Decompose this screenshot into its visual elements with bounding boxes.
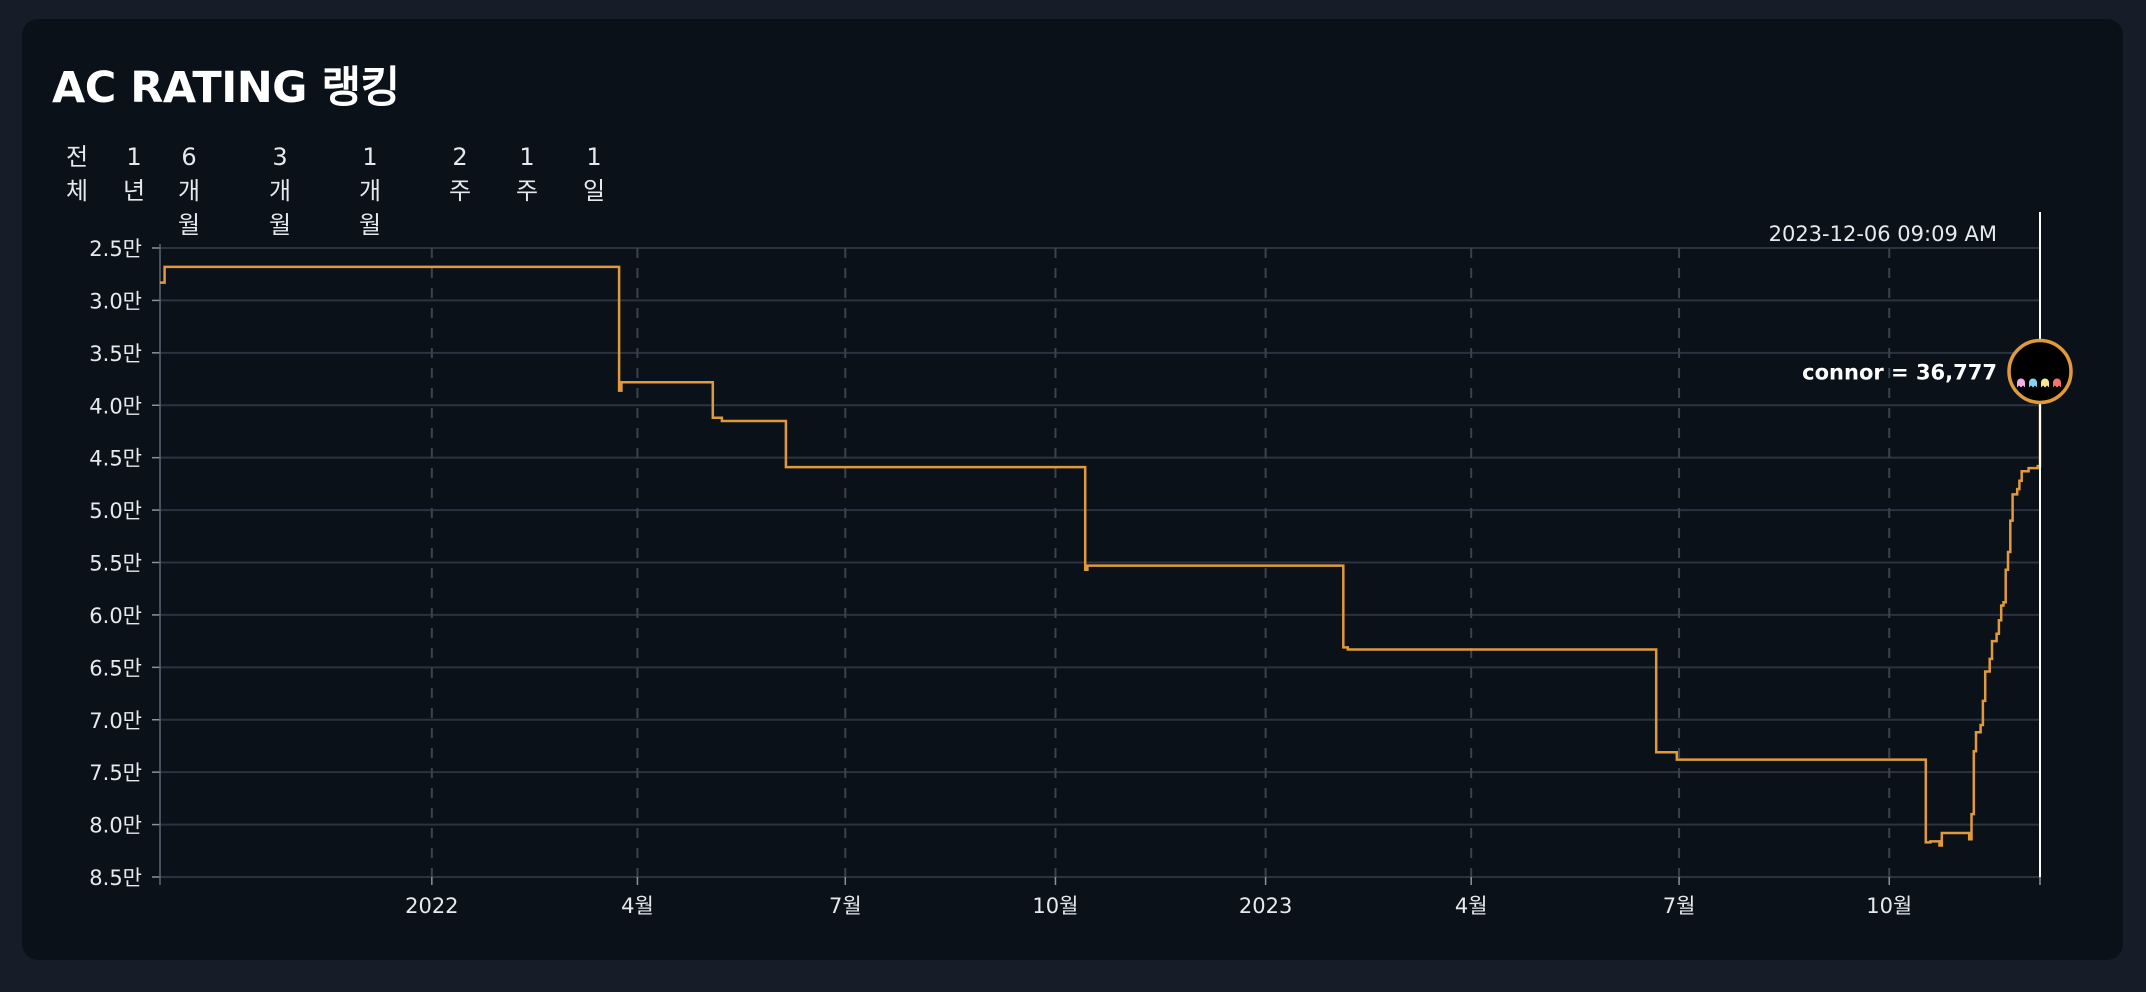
x-tick-label: 10월: [1866, 894, 1912, 918]
hover-overlay: 2023-12-06 09:09 AM connor = 36,777: [1769, 212, 2073, 877]
x-tick-label: 7월: [1663, 894, 1696, 918]
ghost-icon: [2041, 378, 2049, 388]
x-tick-label: 4월: [1455, 894, 1488, 918]
y-tick-label: 4.0만: [89, 394, 142, 418]
y-tick-label: 5.0만: [89, 499, 142, 523]
y-tick-label: 2.5만: [89, 237, 142, 261]
avatar-ring: [2007, 338, 2073, 405]
x-tick-label: 7월: [829, 894, 862, 918]
range-button-1w[interactable]: 1주: [512, 140, 542, 208]
range-button-1m[interactable]: 1개월: [355, 140, 385, 242]
range-button-1y[interactable]: 1년: [119, 140, 149, 208]
range-button-3m[interactable]: 3개월: [265, 140, 295, 242]
rating-card: AC RATING 랭킹 전체 1년 6개월 3개월 1개월 2주 1주 1일: [22, 19, 2123, 960]
chart-grid: [160, 247, 2040, 878]
x-tick-label: 2022: [405, 894, 458, 918]
y-tick-label: 5.5만: [89, 552, 142, 576]
series-line: [160, 265, 2042, 847]
hover-date-label: 2023-12-06 09:09 AM: [1769, 222, 1997, 246]
y-tick-label: 3.5만: [89, 342, 142, 366]
ghost-icon: [2017, 378, 2025, 388]
range-button-all[interactable]: 전체: [62, 140, 92, 208]
y-tick-label: 8.0만: [89, 814, 142, 838]
page-title: AC RATING 랭킹: [52, 63, 400, 113]
ghost-icon: [2029, 378, 2037, 388]
y-axis: 2.5만 3.0만 3.5만 4.0만 4.5만 5.0만 5.5만 6.0만 6.5만 7.0만…: [89, 237, 161, 890]
x-tick-label: 4월: [621, 894, 654, 918]
y-tick-label: 8.5만: [89, 866, 142, 890]
user-avatar[interactable]: [2007, 338, 2073, 405]
x-axis: 2022 4월 7월 10월 2023 4월 7월 10월: [405, 877, 2041, 918]
chart-series: [160, 265, 2042, 847]
y-tick-label: 6.5만: [89, 656, 142, 680]
y-tick-label: 3.0만: [89, 289, 142, 313]
x-tick-label: 10월: [1032, 894, 1078, 918]
y-tick-label: 7.5만: [89, 761, 142, 785]
ghost-icon: [2053, 378, 2061, 388]
range-button-6m[interactable]: 6개월: [174, 140, 204, 242]
y-tick-label: 6.0만: [89, 604, 142, 628]
x-tick-label: 2023: [1239, 894, 1292, 918]
range-button-1d[interactable]: 1일: [579, 140, 609, 208]
y-tick-label: 7.0만: [89, 709, 142, 733]
hover-value-label: connor = 36,777: [1802, 360, 1997, 384]
range-button-2w[interactable]: 2주: [445, 140, 475, 208]
y-tick-label: 4.5만: [89, 447, 142, 471]
